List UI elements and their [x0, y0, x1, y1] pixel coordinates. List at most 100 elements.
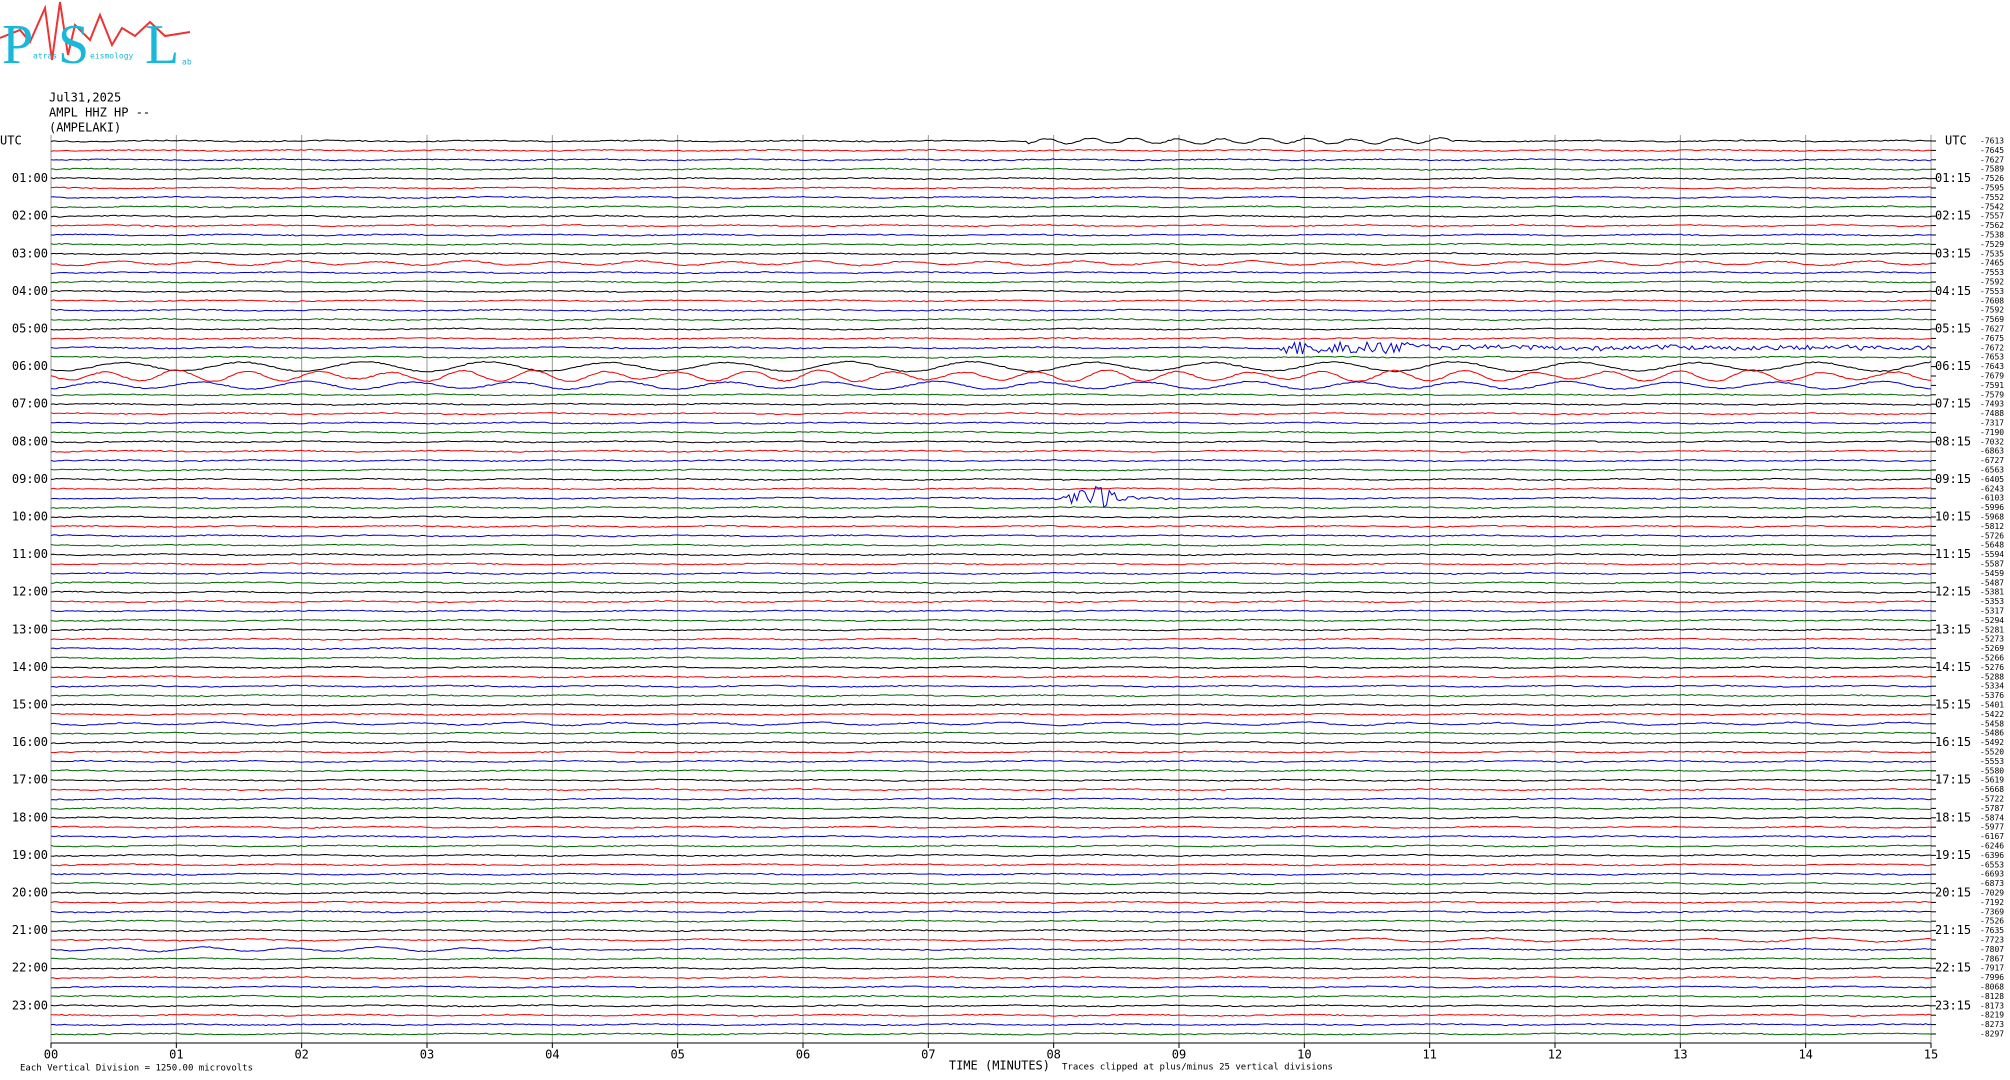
trace-offset: -5273 [1980, 635, 2004, 644]
trace-offset: -7867 [1980, 954, 2004, 963]
trace [50, 242, 1932, 246]
trace [50, 703, 1932, 707]
trace-offset: -7526 [1980, 174, 2004, 183]
trace [50, 721, 1932, 727]
trace [50, 299, 1932, 303]
right-hour-label: 21:15 [1935, 923, 1971, 937]
trace-offset: -5996 [1980, 503, 2004, 512]
trace [50, 825, 1932, 829]
trace [50, 271, 1932, 275]
trace [50, 853, 1932, 857]
trace [50, 1013, 1932, 1017]
right-hour-label: 07:15 [1935, 397, 1971, 411]
footer-clipping: Traces clipped at plus/minus 25 vertical… [1062, 1063, 1333, 1073]
trace-offset: -7542 [1980, 202, 2004, 211]
trace-offset: -7579 [1980, 390, 2004, 399]
trace [50, 957, 1932, 961]
left-hour-label: 05:00 [12, 322, 48, 336]
trace-offset: -7317 [1980, 419, 2004, 428]
trace-offset: -5401 [1980, 701, 2004, 710]
trace [50, 534, 1932, 538]
right-hour-label: 04:15 [1935, 284, 1971, 298]
x-tick-label: 09 [1172, 1048, 1186, 1062]
right-hour-label: 06:15 [1935, 359, 1971, 373]
trace [50, 929, 1931, 933]
trace [50, 412, 1932, 416]
trace-offset: -5487 [1980, 578, 2004, 587]
trace [50, 515, 1932, 519]
trace-offset: -7465 [1980, 259, 2004, 268]
traces [50, 137, 1932, 1036]
right-hour-label: 18:15 [1935, 810, 1971, 824]
trace-offset: -5459 [1980, 569, 2004, 578]
trace [50, 158, 1932, 162]
trace-offset: -7653 [1980, 353, 2004, 362]
trace [50, 665, 1932, 669]
trace [50, 919, 1932, 923]
trace-offset: -6405 [1980, 475, 2004, 484]
trace-offset: -7369 [1980, 907, 2004, 916]
trace-offset: -5874 [1980, 813, 2004, 822]
trace-offset: -7557 [1980, 212, 2004, 221]
right-hour-label: 05:15 [1935, 322, 1971, 336]
trace [50, 937, 1932, 943]
trace-offset: -5648 [1980, 541, 2004, 550]
left-hour-label: 19:00 [12, 848, 48, 862]
trace [50, 1023, 1932, 1027]
trace-offset: -5288 [1980, 672, 2004, 681]
trace [50, 340, 1932, 355]
trace [50, 741, 1932, 745]
trace-offset: -7535 [1980, 249, 2004, 258]
trace-offset: -5422 [1980, 710, 2004, 719]
trace-offset: -6727 [1980, 456, 2004, 465]
x-tick-label: 13 [1673, 1048, 1687, 1062]
date: Jul31,2025 [49, 91, 121, 105]
trace [50, 402, 1932, 406]
trace [50, 994, 1932, 998]
trace [50, 976, 1932, 980]
right-hour-label: 17:15 [1935, 773, 1971, 787]
left-hour-label: 06:00 [12, 359, 48, 373]
trace-offset: -5812 [1980, 522, 2004, 531]
trace [50, 562, 1932, 566]
trace [50, 778, 1932, 782]
trace-offset: -7553 [1980, 268, 2004, 277]
trace [50, 1004, 1932, 1008]
right-hour-label: 16:15 [1935, 735, 1971, 749]
trace [50, 966, 1932, 970]
trace [50, 806, 1931, 810]
trace-offset: -7192 [1980, 898, 2004, 907]
trace-offset: -8219 [1980, 1011, 2004, 1020]
trace-offset: -7679 [1980, 372, 2004, 381]
trace [50, 459, 1932, 463]
left-hour-label: 22:00 [12, 961, 48, 975]
trace [50, 769, 1932, 773]
logo: P atras S eismology L ab [0, 1, 192, 76]
trace [50, 581, 1931, 585]
x-tick-label: 08 [1046, 1048, 1060, 1062]
trace [50, 637, 1932, 641]
trace [50, 910, 1931, 914]
trace-offset: -5269 [1980, 644, 2004, 653]
right-hour-label: 08:15 [1935, 434, 1971, 448]
trace-offset: -6396 [1980, 851, 2004, 860]
trace [50, 485, 1932, 509]
trace-offset: -5619 [1980, 776, 2004, 785]
trace [50, 656, 1931, 660]
trace [51, 946, 1932, 953]
trace-offset: -5294 [1980, 616, 2004, 625]
trace [50, 900, 1931, 904]
left-hour-label: 12:00 [12, 585, 48, 599]
trace-offset: -7675 [1980, 334, 2004, 343]
left-hour-label: 16:00 [12, 735, 48, 749]
trace [50, 872, 1932, 876]
trace [50, 421, 1932, 425]
right-hour-label: 01:15 [1935, 171, 1971, 185]
trace [50, 835, 1932, 839]
trace-offset: -7627 [1980, 325, 2004, 334]
right-hour-label: 19:15 [1935, 848, 1971, 862]
left-hour-label: 01:00 [12, 171, 48, 185]
trace-offset: -7672 [1980, 343, 2004, 352]
trace [50, 788, 1932, 792]
trace [50, 393, 1932, 397]
